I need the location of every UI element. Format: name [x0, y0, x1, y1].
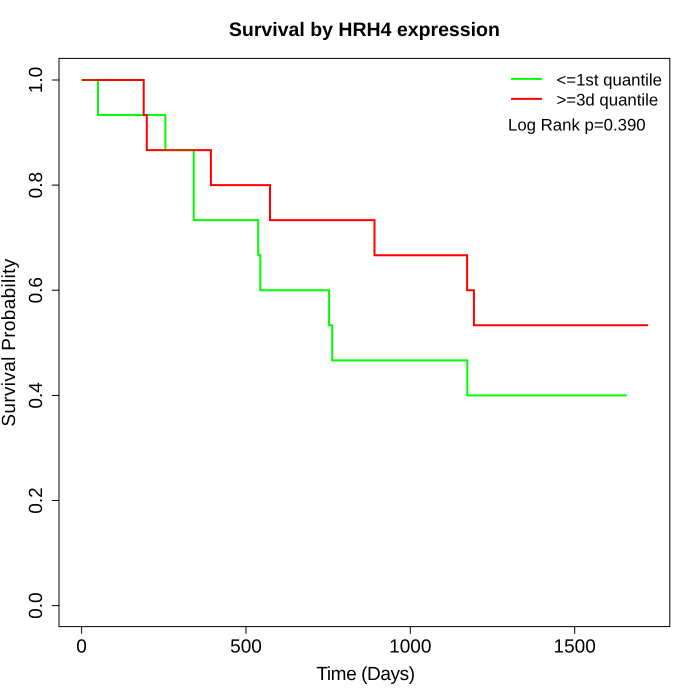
svg-text:0.4: 0.4: [26, 382, 47, 409]
svg-text:500: 500: [230, 637, 262, 658]
svg-text:0.2: 0.2: [26, 487, 47, 513]
svg-text:0.0: 0.0: [26, 592, 47, 618]
svg-text:1.0: 1.0: [26, 67, 47, 93]
svg-text:Log Rank p=0.390: Log Rank p=0.390: [508, 116, 646, 135]
svg-text:0: 0: [76, 637, 87, 658]
svg-text:1500: 1500: [554, 637, 596, 658]
svg-text:0.8: 0.8: [26, 172, 47, 198]
svg-text:1000: 1000: [389, 637, 431, 658]
svg-text:Time (Days): Time (Days): [316, 664, 414, 685]
svg-text:Survival Probability: Survival Probability: [0, 258, 20, 426]
svg-text:>=3d quantile: >=3d quantile: [557, 91, 659, 110]
svg-text:<=1st quantile: <=1st quantile: [557, 71, 662, 90]
svg-text:0.6: 0.6: [26, 277, 47, 303]
svg-text:Survival by HRH4 expression: Survival by HRH4 expression: [229, 19, 500, 41]
